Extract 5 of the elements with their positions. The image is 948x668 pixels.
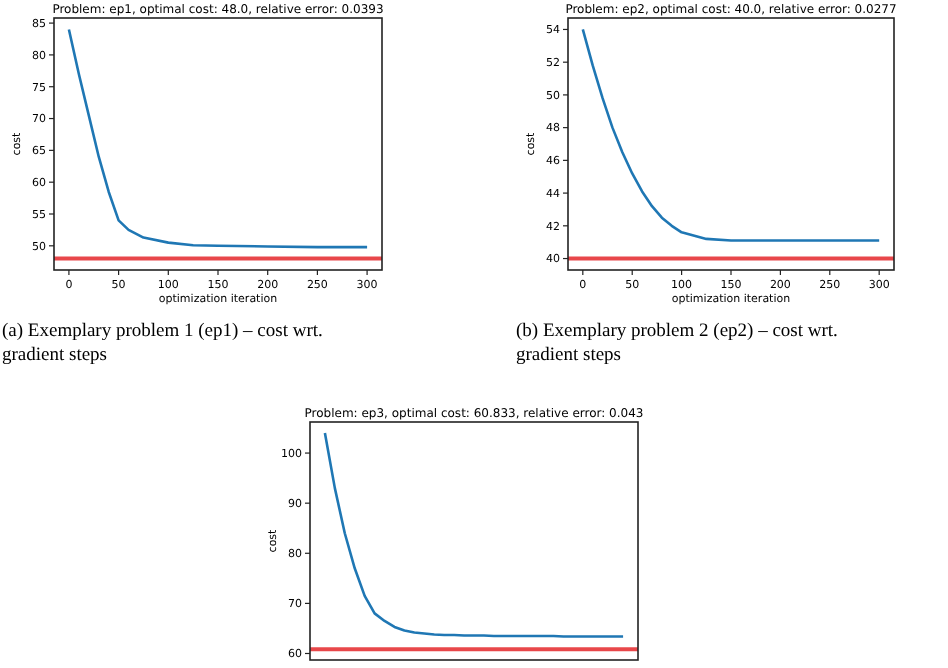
text: (b) Exemplary problem 2 (ep2) – cost wrt. gradient steps <box>516 322 838 366</box>
line-series <box>323 431 625 638</box>
line-series <box>581 28 881 242</box>
text: (a) Exemplary problem 1 (ep1) – cost wrt. gradient steps <box>2 322 323 366</box>
line-series <box>67 28 369 249</box>
